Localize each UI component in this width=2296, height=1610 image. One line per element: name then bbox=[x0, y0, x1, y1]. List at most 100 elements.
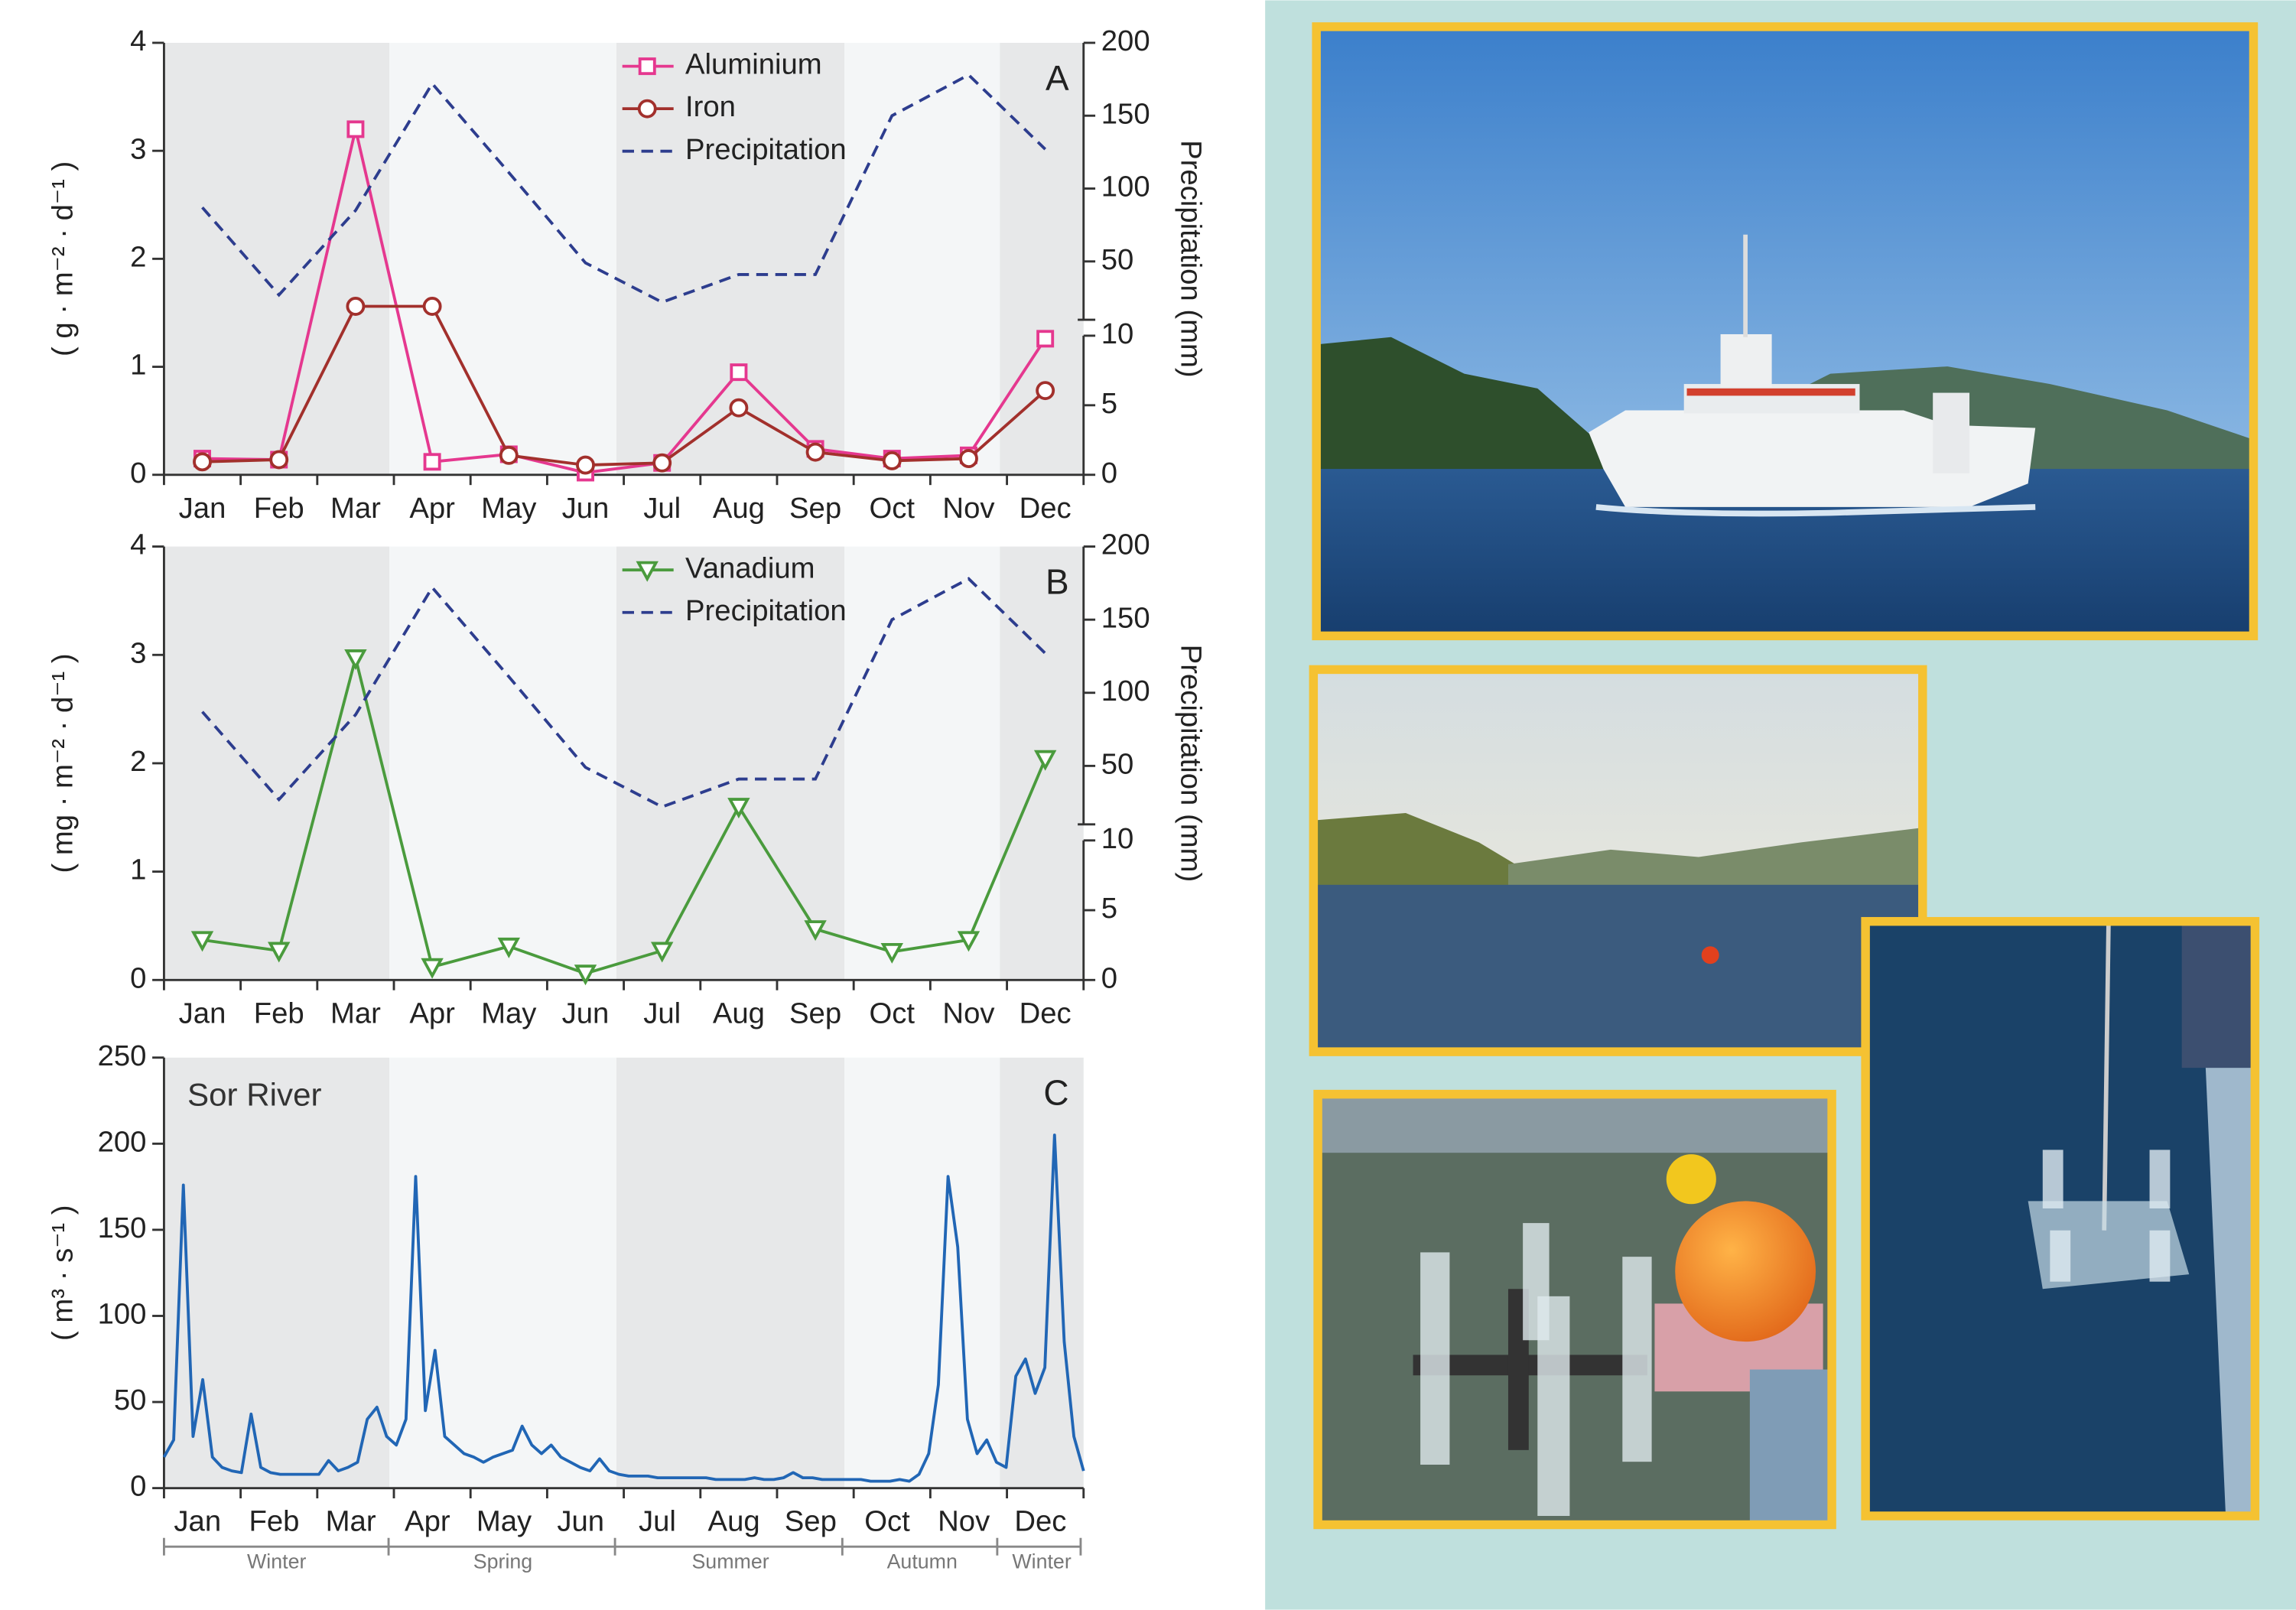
y-tick-label: 2 bbox=[130, 240, 146, 273]
y-tick-label: 250 bbox=[98, 1039, 147, 1072]
x-tick-label: Aug bbox=[713, 997, 765, 1029]
season-band bbox=[616, 1058, 844, 1488]
marker bbox=[654, 455, 670, 471]
y-tick-label: 3 bbox=[130, 132, 146, 165]
y-axis-title: ( m³ · s⁻¹ ) bbox=[46, 1205, 79, 1341]
season-band bbox=[1000, 1058, 1083, 1488]
x-tick-label: Jan bbox=[179, 492, 226, 525]
x-tick-label: May bbox=[481, 492, 537, 525]
y2-tick-label: 10 bbox=[1101, 317, 1134, 350]
x-tick-label: Mar bbox=[330, 997, 381, 1029]
marker bbox=[424, 298, 441, 314]
y-tick-label: 0 bbox=[130, 1470, 146, 1503]
season-band bbox=[1000, 43, 1083, 475]
x-tick-label: Apr bbox=[405, 1505, 450, 1538]
legend-marker bbox=[640, 59, 655, 73]
marker bbox=[961, 450, 977, 467]
chart: 050100150200250( m³ · s⁻¹ )JanFebMarAprM… bbox=[46, 1039, 1083, 1573]
legend-label: Iron bbox=[685, 90, 736, 123]
x-tick-label: Oct bbox=[864, 1505, 910, 1538]
marker bbox=[731, 365, 746, 379]
season-band bbox=[844, 43, 1000, 475]
x-tick-label: Oct bbox=[869, 492, 915, 525]
x-tick-label: Aug bbox=[713, 492, 765, 525]
y2-axis-title: Precipitation (mm) bbox=[1174, 645, 1207, 883]
y2-tick-label: 5 bbox=[1101, 892, 1117, 925]
y-tick-label: 0 bbox=[130, 961, 146, 994]
x-tick-label: Dec bbox=[1020, 492, 1072, 525]
y2-tick-label: 150 bbox=[1101, 97, 1150, 130]
y2-axis-title: Precipitation (mm) bbox=[1174, 140, 1207, 378]
y-tick-label: 1 bbox=[130, 854, 146, 886]
y-tick-label: 2 bbox=[130, 745, 146, 778]
y-tick-label: 1 bbox=[130, 349, 146, 382]
y2-tick-label: 100 bbox=[1101, 171, 1150, 203]
photo bbox=[1316, 27, 2253, 636]
x-tick-label: Sep bbox=[789, 492, 841, 525]
y-axis-title: ( mg · m⁻² · d⁻¹ ) bbox=[46, 653, 79, 873]
panel-label: B bbox=[1046, 562, 1069, 602]
y-tick-label: 200 bbox=[98, 1125, 147, 1158]
y2-tick-label: 200 bbox=[1101, 24, 1150, 57]
annotation: Sor River bbox=[187, 1077, 322, 1113]
season-band bbox=[844, 547, 1000, 981]
marker bbox=[194, 454, 210, 470]
marker bbox=[347, 298, 363, 314]
y2-tick-label: 150 bbox=[1101, 601, 1150, 634]
x-tick-label: Nov bbox=[942, 492, 995, 525]
season-label: Autumn bbox=[887, 1550, 958, 1573]
marker bbox=[271, 451, 287, 467]
panel-label: C bbox=[1043, 1073, 1068, 1113]
photo bbox=[1865, 922, 2255, 1516]
x-tick-label: Feb bbox=[254, 492, 304, 525]
y2-tick-label: 5 bbox=[1101, 387, 1117, 420]
x-tick-label: Jan bbox=[179, 997, 226, 1029]
x-tick-label: Jun bbox=[562, 997, 610, 1029]
marker bbox=[501, 447, 517, 463]
x-tick-label: Sep bbox=[789, 997, 841, 1029]
season-label: Winter bbox=[1012, 1550, 1071, 1573]
panel-label: A bbox=[1046, 58, 1069, 98]
marker bbox=[1037, 382, 1053, 398]
y2-tick-label: 100 bbox=[1101, 675, 1150, 707]
marker bbox=[1038, 331, 1052, 346]
season-label: Spring bbox=[473, 1550, 532, 1573]
x-tick-label: Nov bbox=[942, 997, 995, 1029]
y2-tick-label: 50 bbox=[1101, 243, 1134, 276]
marker bbox=[730, 400, 746, 416]
season-label: Winter bbox=[247, 1550, 306, 1573]
y-tick-label: 4 bbox=[130, 529, 146, 561]
page: {"chart_data": [ {"type": "line", "label… bbox=[0, 0, 2296, 1610]
y-tick-label: 3 bbox=[130, 636, 146, 669]
x-tick-label: May bbox=[481, 997, 537, 1029]
y2-tick-label: 0 bbox=[1101, 457, 1117, 490]
marker bbox=[808, 444, 824, 460]
x-tick-label: Apr bbox=[409, 492, 455, 525]
marker bbox=[348, 122, 363, 136]
x-tick-label: Jun bbox=[557, 1505, 604, 1538]
x-tick-label: Apr bbox=[409, 997, 455, 1029]
chart: 0 1 2 3 4 0 5 10 50 100 150 200 Precipitation (mm) ( … bbox=[46, 24, 1207, 525]
x-tick-label: Jul bbox=[643, 997, 681, 1029]
y-tick-label: 4 bbox=[130, 24, 146, 57]
y2-tick-label: 10 bbox=[1101, 822, 1134, 855]
x-tick-label: May bbox=[476, 1505, 532, 1538]
y-tick-label: 100 bbox=[98, 1298, 147, 1331]
y2-tick-label: 200 bbox=[1101, 529, 1150, 561]
x-tick-label: Feb bbox=[254, 997, 304, 1029]
x-tick-label: Aug bbox=[708, 1505, 760, 1538]
x-tick-label: Jul bbox=[643, 492, 681, 525]
y-axis-title: ( g · m⁻² · d⁻¹ ) bbox=[46, 161, 79, 356]
x-tick-label: Nov bbox=[938, 1505, 990, 1538]
x-tick-label: Sep bbox=[785, 1505, 837, 1538]
y-tick-label: 0 bbox=[130, 457, 146, 490]
photo bbox=[1313, 669, 1922, 1052]
x-tick-label: Dec bbox=[1020, 997, 1072, 1029]
x-tick-label: Jan bbox=[174, 1505, 221, 1538]
y-tick-label: 150 bbox=[98, 1212, 147, 1244]
season-band bbox=[164, 43, 389, 475]
y2-tick-label: 50 bbox=[1101, 747, 1134, 780]
x-tick-label: Jul bbox=[639, 1505, 676, 1538]
chart: 0 1 2 3 4 0 5 10 50 100 150 200 Precipitation (mm) ( … bbox=[46, 529, 1207, 1030]
y2-tick-label: 0 bbox=[1101, 961, 1117, 994]
